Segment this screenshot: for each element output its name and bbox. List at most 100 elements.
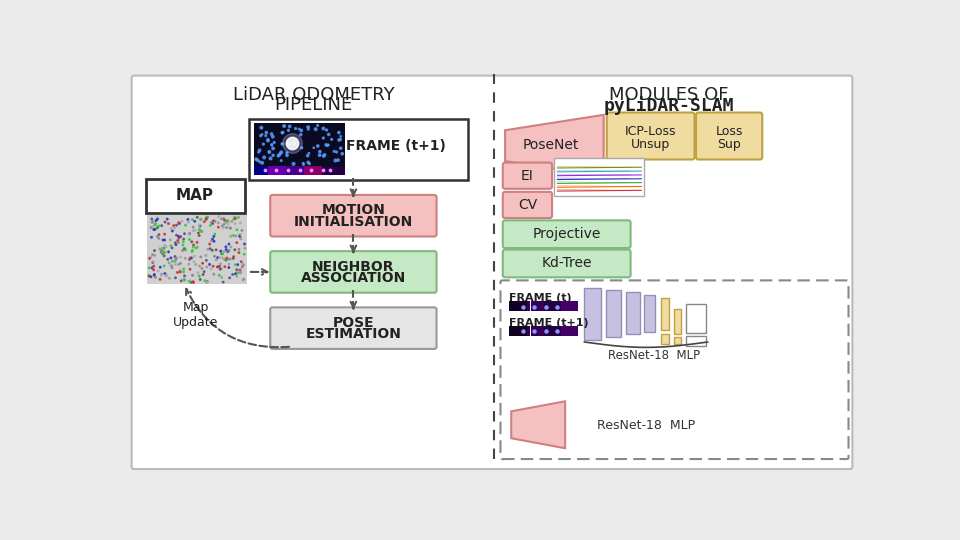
Point xyxy=(232,266,248,274)
Bar xyxy=(147,215,247,284)
Point xyxy=(252,146,267,154)
Text: Projective: Projective xyxy=(533,227,601,241)
Point xyxy=(219,223,234,232)
Point xyxy=(178,221,193,230)
Point xyxy=(213,247,228,256)
Point xyxy=(208,255,224,264)
Point xyxy=(210,262,226,271)
Point xyxy=(168,255,183,264)
Point xyxy=(223,224,238,233)
Point xyxy=(205,262,221,271)
Point xyxy=(229,266,245,274)
Point xyxy=(192,262,207,271)
Point xyxy=(197,267,212,276)
Point xyxy=(294,144,309,152)
Text: EI: EI xyxy=(521,168,534,183)
Point xyxy=(186,241,202,249)
Point xyxy=(185,226,201,235)
Point xyxy=(156,247,171,255)
Point xyxy=(280,140,296,149)
Point xyxy=(153,263,168,272)
Point xyxy=(154,221,169,230)
Point xyxy=(228,219,243,228)
Point xyxy=(158,272,174,281)
Point xyxy=(167,257,182,266)
Text: ResNet-18  MLP: ResNet-18 MLP xyxy=(608,349,700,362)
Point xyxy=(274,156,289,165)
Point xyxy=(550,327,565,335)
Point xyxy=(226,215,241,224)
Point xyxy=(218,256,233,265)
Point xyxy=(263,154,278,163)
Point xyxy=(209,262,225,271)
Point xyxy=(226,252,241,261)
Point xyxy=(235,260,251,268)
Point xyxy=(189,213,204,221)
Point xyxy=(169,254,184,262)
Point xyxy=(301,159,317,168)
Point xyxy=(183,278,199,287)
Point xyxy=(151,221,166,230)
Point xyxy=(275,140,290,149)
Point xyxy=(150,213,165,222)
Point xyxy=(147,221,162,230)
FancyBboxPatch shape xyxy=(271,307,437,349)
Point xyxy=(157,218,173,226)
Point xyxy=(216,254,231,263)
Point xyxy=(177,275,192,284)
Point xyxy=(254,130,270,139)
Point xyxy=(145,258,160,267)
Point xyxy=(193,275,208,284)
Point xyxy=(177,276,192,285)
Point xyxy=(154,248,169,256)
Point xyxy=(539,327,554,335)
Point xyxy=(232,268,248,277)
Point xyxy=(262,147,277,156)
Point xyxy=(331,136,347,144)
Point xyxy=(194,227,209,236)
Point xyxy=(183,254,199,262)
Point xyxy=(156,235,171,244)
Point xyxy=(303,166,319,174)
Point xyxy=(188,244,204,252)
Point xyxy=(217,247,232,256)
Point xyxy=(146,266,161,274)
Point xyxy=(181,230,197,238)
Point xyxy=(215,221,230,230)
Point xyxy=(196,270,211,279)
Point xyxy=(210,219,226,227)
Point xyxy=(215,253,230,262)
Point xyxy=(160,219,176,228)
Point xyxy=(226,231,241,240)
Bar xyxy=(585,288,601,340)
Point xyxy=(199,214,214,223)
Point xyxy=(182,276,198,285)
Point xyxy=(516,302,531,311)
Point xyxy=(147,270,162,279)
Point xyxy=(176,238,191,246)
Point xyxy=(217,216,232,225)
Point xyxy=(155,248,170,257)
Point xyxy=(207,217,223,226)
Point xyxy=(258,129,274,137)
Point xyxy=(156,241,172,249)
FancyBboxPatch shape xyxy=(271,195,437,237)
Point xyxy=(170,268,185,277)
Text: FRAME (t+1): FRAME (t+1) xyxy=(346,139,445,153)
Point xyxy=(168,239,183,247)
Point xyxy=(165,257,180,266)
Point xyxy=(286,159,301,168)
Point xyxy=(199,278,214,287)
Point xyxy=(219,254,234,262)
Point xyxy=(144,218,159,227)
FancyBboxPatch shape xyxy=(503,220,631,248)
Point xyxy=(197,276,212,285)
Point xyxy=(287,139,302,147)
Point xyxy=(284,139,300,147)
Point xyxy=(206,237,222,246)
Point xyxy=(193,215,208,224)
Point xyxy=(157,269,173,278)
Point xyxy=(252,158,268,166)
Point xyxy=(147,251,162,260)
Point xyxy=(230,213,246,222)
